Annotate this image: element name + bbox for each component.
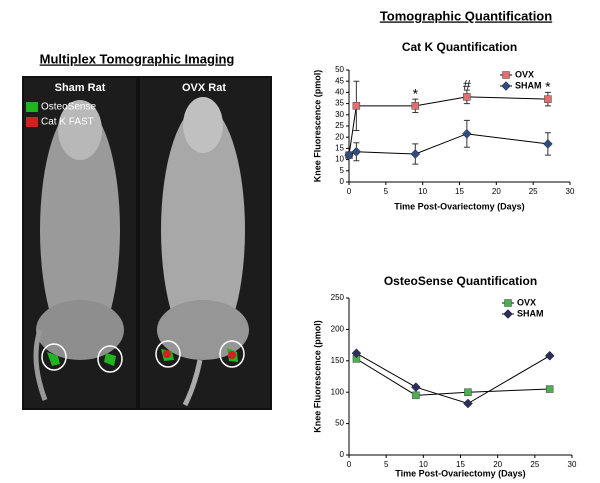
- x-tick-label: 25: [529, 187, 538, 196]
- x-tick-label: 30: [566, 187, 575, 196]
- x-tick-label: 10: [419, 460, 428, 469]
- y-tick-label: 40: [335, 88, 344, 97]
- marker: [410, 149, 421, 159]
- annotation: *: [545, 79, 551, 95]
- y-tick-label: 10: [335, 155, 344, 164]
- x-tick-label: 5: [384, 460, 389, 469]
- annotation: #: [463, 76, 471, 92]
- x-tick-label: 20: [493, 460, 502, 469]
- panel-label: OVX Rat: [182, 82, 226, 94]
- x-tick-label: 0: [347, 460, 352, 469]
- marker: [352, 102, 361, 110]
- marker: [544, 350, 555, 361]
- marker: [462, 128, 472, 139]
- marker: [545, 385, 554, 393]
- x-tick-label: 10: [418, 187, 427, 196]
- marker: [544, 95, 552, 103]
- series-line: [356, 352, 550, 405]
- x-tick-label: 20: [492, 187, 501, 196]
- x-tick-label: 25: [530, 460, 539, 469]
- series-line: [356, 358, 550, 396]
- y-axis-title: Knee Fluorescence (pmol): [312, 320, 322, 433]
- legend-label: SHAM: [515, 80, 542, 90]
- chart-title: Cat K Quantification: [402, 40, 517, 54]
- figure-title: Tomographic Quantification: [380, 8, 552, 23]
- legend-marker: [502, 71, 510, 79]
- marker: [351, 146, 362, 157]
- y-tick-label: 20: [335, 132, 344, 141]
- y-tick-label: 100: [331, 387, 345, 396]
- chart-title: OsteoSense Quantification: [384, 274, 537, 288]
- y-tick-label: 25: [335, 121, 344, 130]
- y-tick-label: 35: [335, 99, 344, 108]
- legend-marker: [501, 81, 511, 91]
- y-tick-label: 15: [335, 144, 344, 153]
- series-line: [348, 96, 548, 156]
- x-tick-label: 30: [568, 460, 577, 469]
- x-tick-label: 15: [456, 460, 465, 469]
- y-tick-label: 250: [331, 293, 345, 302]
- legend-label: SHAM: [517, 308, 544, 318]
- marker: [464, 388, 472, 396]
- x-tick-label: 5: [384, 187, 389, 196]
- marker: [344, 150, 354, 160]
- imaging-title: Multiplex Tomographic Imaging: [40, 51, 235, 66]
- marker: [411, 382, 421, 393]
- y-tick-label: 0: [340, 177, 345, 186]
- x-axis-title: Time Post-Ovariectomy (Days): [395, 468, 525, 478]
- y-tick-label: 5: [340, 166, 345, 175]
- y-tick-label: 200: [331, 325, 345, 334]
- legend-label: OVX: [517, 297, 536, 307]
- series-line: [348, 133, 548, 156]
- marker: [351, 348, 362, 359]
- panel-label: Sham Rat: [55, 82, 106, 94]
- y-tick-label: 50: [335, 419, 344, 428]
- y-tick-label: 150: [331, 356, 345, 365]
- x-tick-label: 0: [347, 187, 352, 196]
- legend-marker: [504, 299, 512, 307]
- y-axis-title: Knee Fluorescence (pmol): [312, 70, 322, 183]
- legend-marker: [503, 309, 513, 319]
- legend-label: OVX: [515, 69, 534, 79]
- y-tick-label: 45: [335, 76, 344, 85]
- x-axis-title: Time Post-Ovariectomy (Days): [394, 201, 524, 211]
- marker: [411, 102, 420, 110]
- marker: [463, 93, 471, 101]
- annotation: *: [413, 85, 419, 101]
- marker: [412, 391, 420, 400]
- x-tick-label: 15: [455, 187, 464, 196]
- imaging-legend: OsteoSense: [41, 102, 96, 113]
- y-tick-label: 30: [335, 110, 344, 119]
- imaging-panel: [22, 76, 272, 410]
- marker: [463, 398, 473, 409]
- y-tick-label: 0: [340, 450, 345, 459]
- marker: [543, 139, 553, 149]
- imaging-legend: Cat K FAST: [41, 117, 94, 128]
- y-tick-label: 50: [335, 65, 344, 74]
